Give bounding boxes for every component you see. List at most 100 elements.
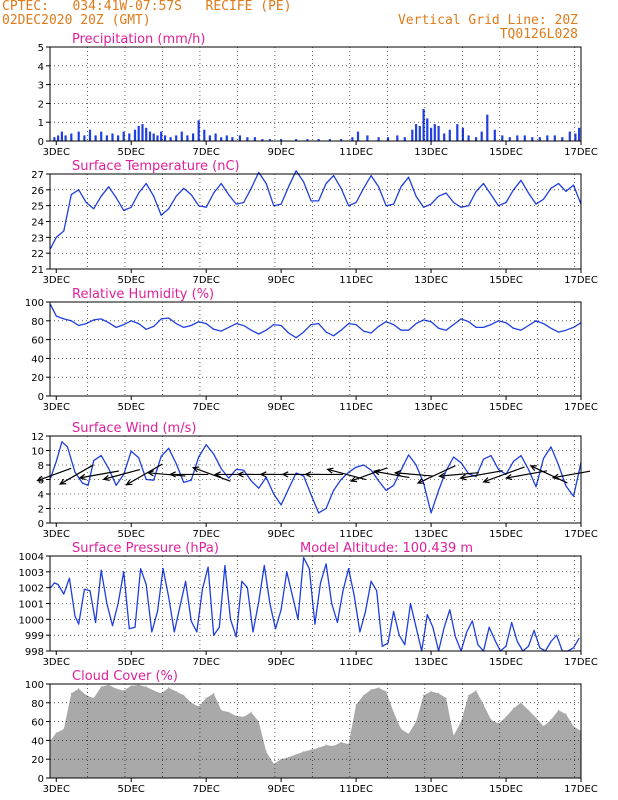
humidity-xtick-label: 7DEC xyxy=(192,402,219,413)
precipitation-bar xyxy=(351,137,354,141)
pressure-point xyxy=(494,639,496,641)
wind-arrow-head xyxy=(529,465,537,471)
cloud-point xyxy=(138,684,140,686)
temperature-point xyxy=(130,206,132,208)
precipitation-bar xyxy=(186,135,189,141)
wind-point xyxy=(378,480,380,482)
wind-arrow xyxy=(168,471,209,478)
pressure-point xyxy=(325,563,327,565)
cloud-ytick-label: 80 xyxy=(31,699,44,710)
wind-arrow-head xyxy=(259,471,267,478)
pressure-frame xyxy=(49,555,582,652)
precipitation-bar xyxy=(105,135,108,141)
cloud-point xyxy=(55,732,57,734)
humidity-point xyxy=(108,322,110,324)
wind-ytick-label: 8 xyxy=(38,461,44,472)
wind-point xyxy=(235,468,237,470)
pressure-xtick-label: 17DEC xyxy=(564,657,598,668)
wind-point xyxy=(160,455,162,457)
precipitation-bar xyxy=(169,137,172,141)
humidity-point xyxy=(288,332,290,334)
wind-arrow-head xyxy=(482,477,490,484)
pressure-point xyxy=(578,637,580,639)
pressure-point xyxy=(387,642,389,644)
temperature-point xyxy=(303,181,305,183)
wind-arrow-head xyxy=(78,473,86,481)
precipitation-xtick-label: 7DEC xyxy=(192,147,219,158)
pressure-point xyxy=(157,610,158,612)
pressure-point xyxy=(218,626,220,628)
humidity-point xyxy=(445,329,447,331)
wind-point xyxy=(490,455,492,457)
cloud-point xyxy=(490,719,492,721)
temperature-point xyxy=(190,194,192,196)
temperature-point xyxy=(145,183,147,184)
cloud-point xyxy=(408,733,410,735)
precipitation-bar xyxy=(486,114,489,141)
cloud-xtick-label: 13DEC xyxy=(414,784,448,795)
pressure-point xyxy=(134,626,136,628)
pressure-point xyxy=(291,595,293,597)
wind-point xyxy=(175,463,177,465)
temperature-point xyxy=(243,202,245,203)
humidity-line xyxy=(50,304,582,339)
cloud-point xyxy=(378,687,380,689)
pressure-point xyxy=(190,620,192,622)
precipitation-bar xyxy=(443,133,446,141)
pressure-point xyxy=(331,603,333,604)
temperature-point xyxy=(505,202,507,203)
precipitation-bar xyxy=(501,135,504,141)
humidity-point xyxy=(55,315,57,317)
precipitation-bar xyxy=(220,137,223,141)
cloud-point xyxy=(400,728,402,730)
humidity-point xyxy=(340,329,342,331)
cloud-point xyxy=(228,711,230,713)
pressure-point xyxy=(556,634,558,636)
pressure-point xyxy=(415,626,417,628)
cloud-point xyxy=(512,707,515,710)
cloud-point xyxy=(385,690,387,693)
temperature-ytick-label: 23 xyxy=(31,233,44,244)
pressure-ytick-label: 1002 xyxy=(19,584,44,595)
pressure-point xyxy=(151,631,153,633)
wind-ytick-label: 2 xyxy=(38,505,44,516)
precipitation-bar xyxy=(340,139,343,141)
temperature-point xyxy=(543,198,544,200)
wind-xtick-label: 13DEC xyxy=(414,529,448,540)
humidity-point xyxy=(355,324,357,326)
wind-point xyxy=(520,455,522,457)
temperature-xtick-label: 13DEC xyxy=(414,275,448,286)
pressure-point xyxy=(432,626,434,628)
pressure-point xyxy=(179,606,181,608)
precipitation-bar xyxy=(475,137,478,141)
temperature-point xyxy=(460,206,462,208)
precipitation-bar xyxy=(386,137,390,141)
temperature-point xyxy=(445,192,447,194)
pressure-point xyxy=(573,647,574,649)
humidity-point xyxy=(303,331,305,333)
wind-point xyxy=(340,479,342,480)
wind-point xyxy=(280,504,282,506)
precipitation-bar xyxy=(280,139,283,141)
wind-point xyxy=(513,460,514,462)
wind-point xyxy=(385,489,387,491)
humidity-point xyxy=(190,325,192,326)
wind-point xyxy=(74,471,76,473)
pressure-point xyxy=(100,569,102,571)
temperature-point xyxy=(400,186,402,188)
pressure-point xyxy=(196,631,198,633)
cloud-point xyxy=(370,689,372,691)
precipitation-bar xyxy=(295,139,298,141)
temperature-point xyxy=(160,214,162,216)
humidity-point xyxy=(160,318,162,320)
pressure-point xyxy=(516,641,518,642)
precipitation-bar xyxy=(430,127,433,141)
pressure-point xyxy=(381,645,383,647)
temperature-point xyxy=(250,187,252,189)
wind-ytick-label: 4 xyxy=(38,490,44,501)
wind-arrow-shaft xyxy=(374,470,410,479)
run-code: TQ0126L028 xyxy=(499,27,578,42)
pressure-point xyxy=(57,584,59,585)
temperature-point xyxy=(318,200,320,202)
wind-arrow-head xyxy=(146,470,155,477)
